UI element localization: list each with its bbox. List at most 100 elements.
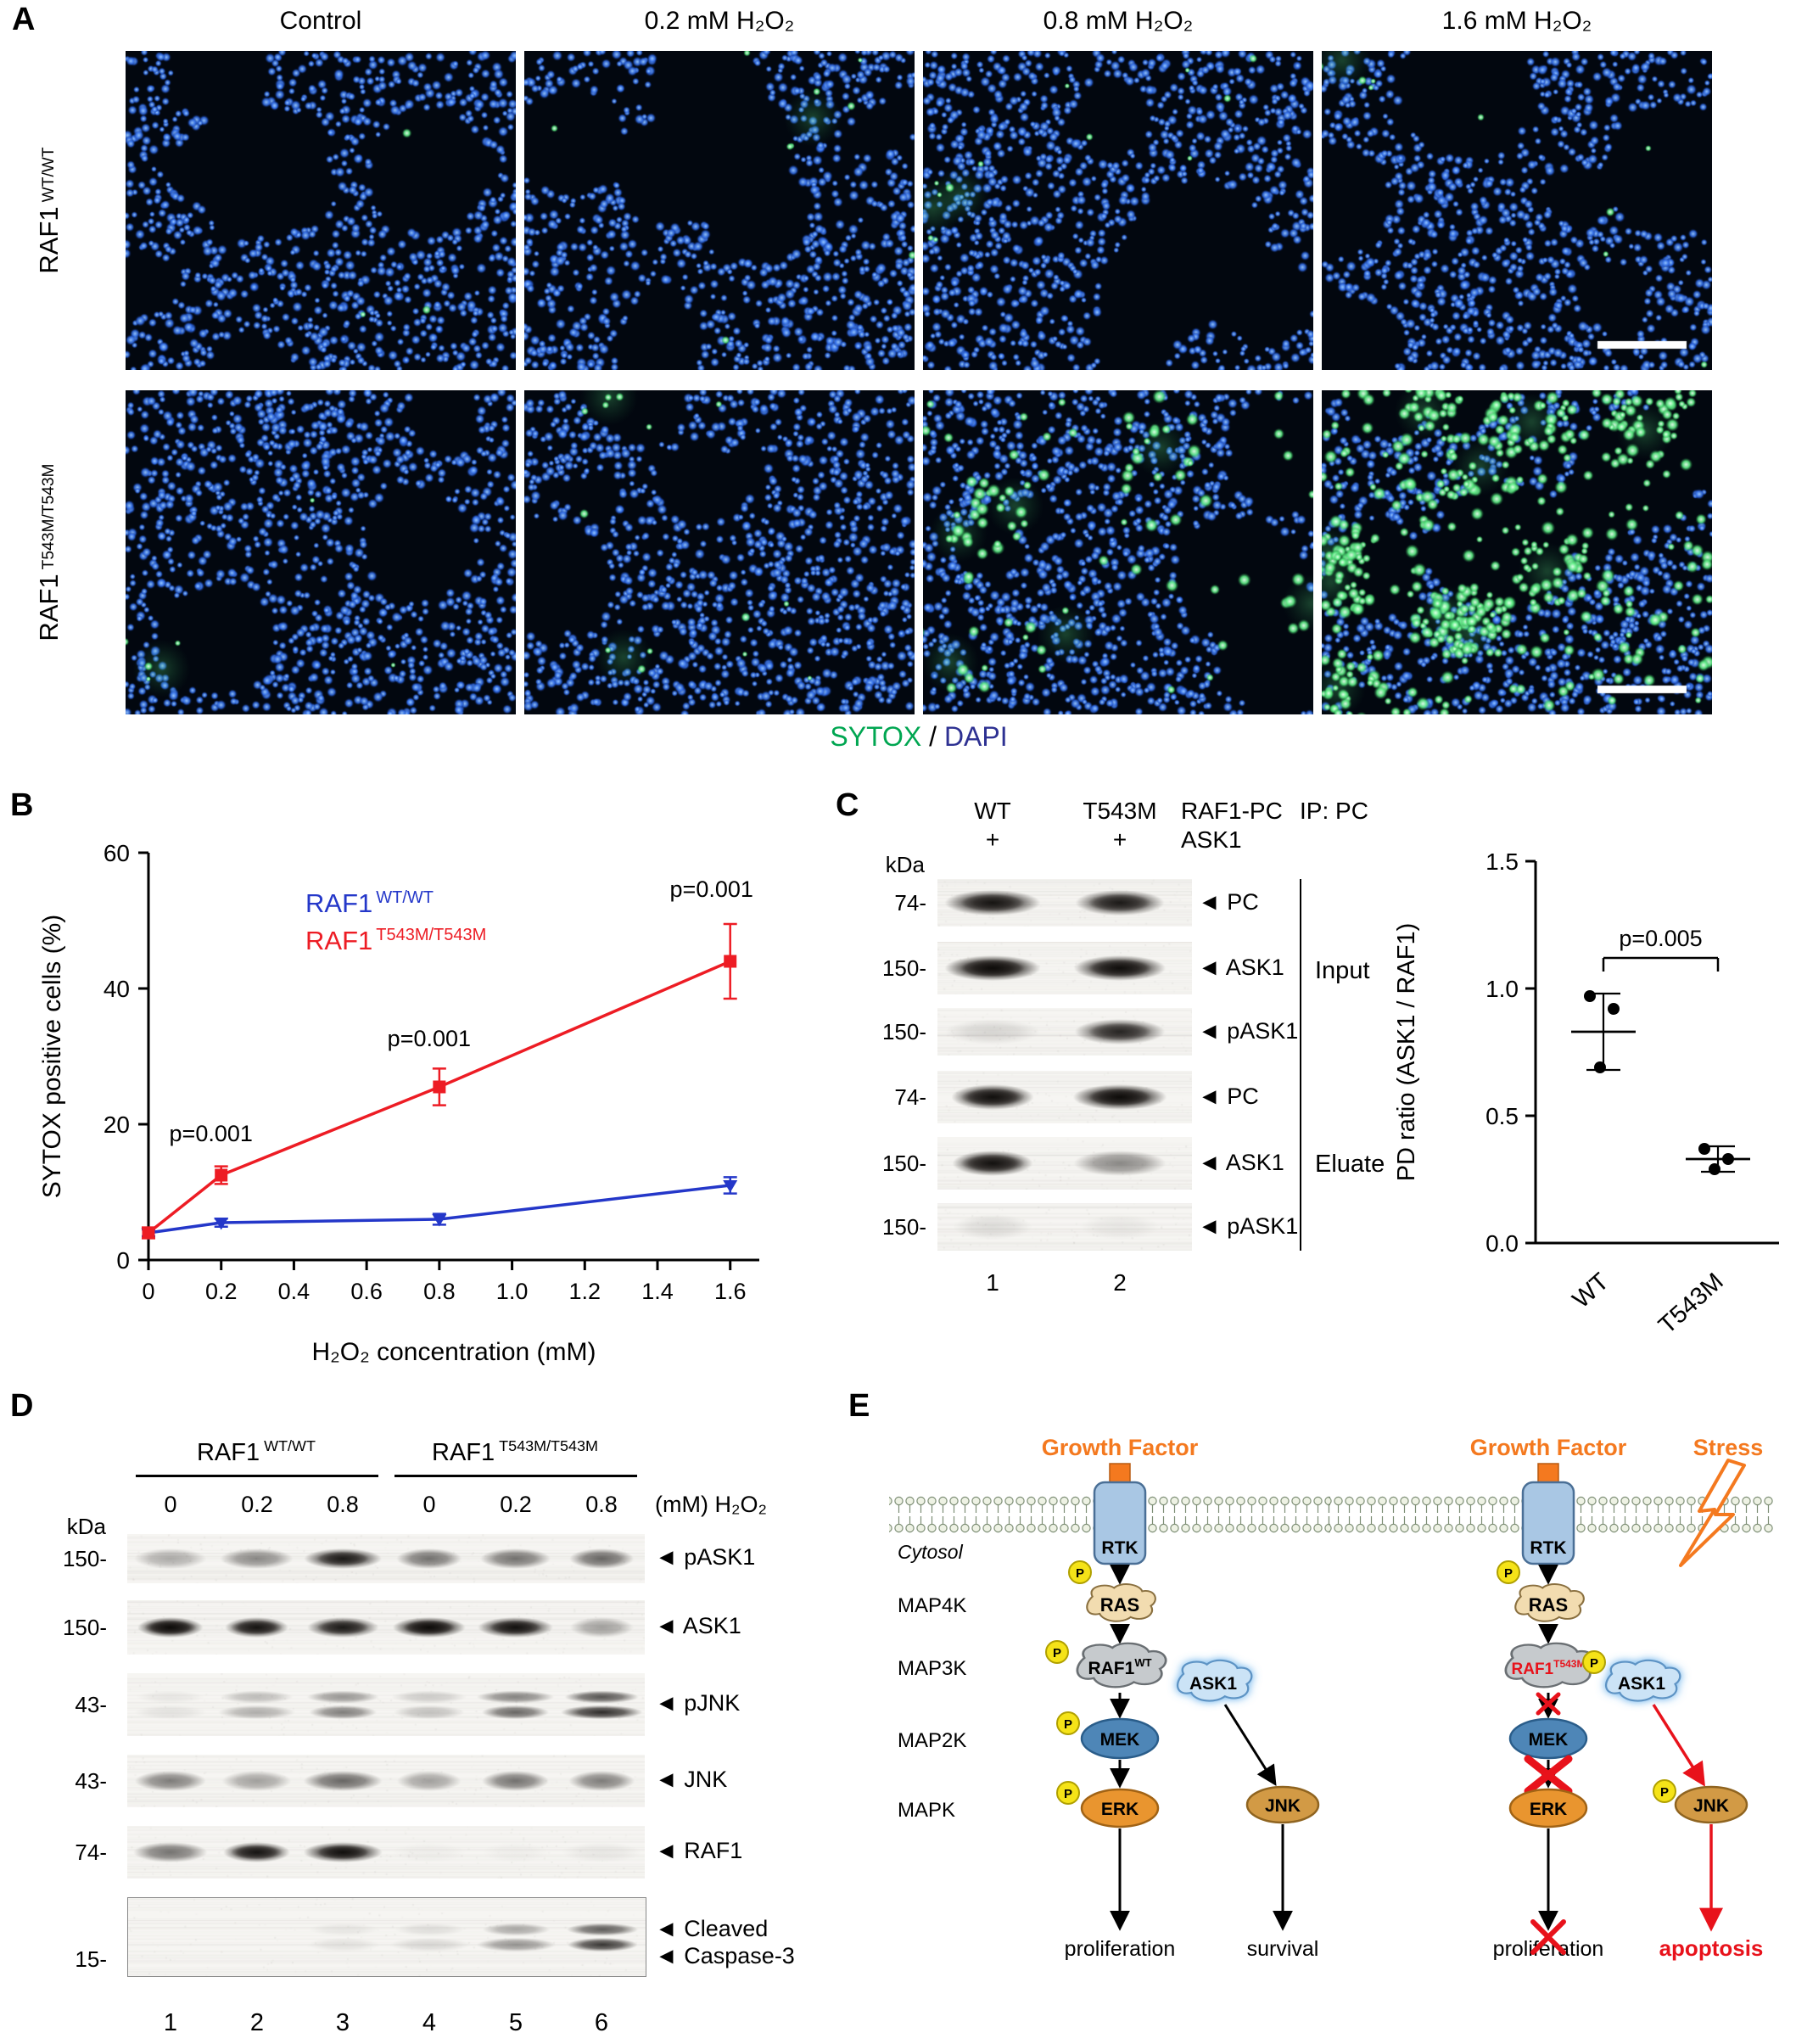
panel-d-label: D xyxy=(10,1388,33,1425)
conc-label: 0.2 xyxy=(473,1492,558,1518)
outcome-survival: survival xyxy=(1247,1937,1319,1961)
mek-label: MEK xyxy=(1529,1730,1569,1750)
group-header-wt: RAF1 WT/WT xyxy=(129,1439,383,1467)
pathway-t543m: Growth Factor Stress RTK P xyxy=(1328,1435,1773,1961)
lane-number: 1 xyxy=(954,1269,1031,1296)
blot-pjnk xyxy=(127,1673,645,1736)
phospho-badge: P xyxy=(1583,1651,1605,1673)
micrograph-wtwt-0.8mM xyxy=(923,51,1313,370)
micrograph-t543m-control xyxy=(126,390,516,714)
y-tick-label: 1.5 xyxy=(1485,848,1519,875)
svg-text:P: P xyxy=(1504,1566,1513,1581)
band-arrow-icon: ◄ xyxy=(1198,955,1221,980)
row-label-raf1-t543m: RAF1 T543M/T543M xyxy=(31,374,68,731)
panel-e-label: E xyxy=(848,1388,870,1425)
kda-mark: 43- xyxy=(41,1692,107,1718)
band-arrow-icon: ◄ xyxy=(655,1838,678,1863)
band-label-cleaved: ◄ Cleaved xyxy=(655,1916,768,1942)
panel-c-label: C xyxy=(836,787,859,824)
y-tick-label: 0.0 xyxy=(1485,1230,1519,1257)
blot-row-ask1: ASK1 xyxy=(1181,826,1242,854)
mek-label: MEK xyxy=(1100,1730,1140,1750)
outcome-apoptosis: apoptosis xyxy=(1659,1935,1764,1961)
data-point xyxy=(1709,1163,1720,1175)
blot-eluate-pc xyxy=(937,1071,1192,1123)
kda-mark: 150- xyxy=(41,1615,107,1641)
svg-text:P: P xyxy=(1660,1785,1669,1800)
x-tick-label: 1.2 xyxy=(569,1279,601,1304)
band-label-pc: ◄ PC xyxy=(1198,1084,1259,1110)
kda-header: kDa xyxy=(47,1514,106,1540)
svg-text:P: P xyxy=(1053,1646,1061,1660)
x-tick-label: 1.4 xyxy=(641,1279,674,1304)
pd-ratio-scatter-chart: 0.00.51.01.5PD ratio (ASK1 / RAF1) p=0.00… xyxy=(1379,802,1794,1353)
band-arrow-icon: ◄ xyxy=(1198,1150,1221,1175)
blot-pask1 xyxy=(127,1534,645,1583)
group-label-eluate: Eluate xyxy=(1315,1151,1385,1179)
blot-ask1 xyxy=(127,1600,645,1655)
band-label-jnk: ◄ JNK xyxy=(655,1767,727,1793)
conc-label: 0.2 xyxy=(215,1492,299,1518)
ras-label: RAS xyxy=(1100,1594,1139,1616)
lane-number: 4 xyxy=(404,2009,455,2037)
blot-input-ask1 xyxy=(937,942,1192,994)
band-label-ask1: ◄ ASK1 xyxy=(1198,1150,1284,1176)
kda-mark: 150- xyxy=(865,1151,926,1177)
band-arrow-icon: ◄ xyxy=(1198,1018,1221,1044)
x-tick-label: 0.4 xyxy=(278,1279,311,1304)
kda-mark: 74- xyxy=(865,1084,926,1111)
phospho-badge: P xyxy=(1653,1780,1676,1802)
level-map2k: MAP2K xyxy=(898,1729,966,1752)
band-label-pask1: ◄ pASK1 xyxy=(1198,1018,1298,1044)
blot-cleaved-caspase3 xyxy=(127,1897,646,1977)
blot-col-t543m: T543M xyxy=(1069,798,1171,825)
kda-mark: 150- xyxy=(865,1019,926,1045)
y-tick-label: 40 xyxy=(104,976,130,1002)
blot-col-wt: WT xyxy=(954,798,1031,825)
jnk-label: JNK xyxy=(1693,1796,1729,1816)
group-label-input: Input xyxy=(1315,957,1370,985)
blot-input-pc xyxy=(937,879,1192,927)
x-tick-label: 0.2 xyxy=(205,1279,238,1304)
kda-mark: 74- xyxy=(865,890,926,916)
x-tick-label: 1.6 xyxy=(714,1279,747,1304)
column-header-02mm: 0.2 mM H₂O₂ xyxy=(524,7,915,36)
data-point xyxy=(1722,1153,1734,1165)
outcome-proliferation: proliferation xyxy=(1065,1937,1176,1961)
blot-input-pask1 xyxy=(937,1008,1192,1056)
erk-label: ERK xyxy=(1530,1800,1567,1819)
blot-jnk xyxy=(127,1755,645,1807)
kda-header: kDa xyxy=(865,852,925,878)
data-point xyxy=(1594,1061,1606,1073)
ras-label: RAS xyxy=(1529,1594,1568,1616)
marker-square xyxy=(143,1227,155,1240)
lane-number: 2 xyxy=(1069,1269,1171,1296)
level-mapk: MAPK xyxy=(898,1799,955,1822)
band-label-pc: ◄ PC xyxy=(1198,889,1259,916)
y-tick-label: 1.0 xyxy=(1485,976,1519,1002)
legend-entry: RAF1 WT/WT xyxy=(305,888,434,918)
figure: A Control 0.2 mM H₂O₂ 0.8 mM H₂O₂ 1.6 mM… xyxy=(0,0,1796,2044)
kda-mark: 74- xyxy=(41,1840,107,1866)
kda-mark: 150- xyxy=(41,1546,107,1572)
row-label-base: RAF1 xyxy=(34,206,64,273)
svg-text:P: P xyxy=(1590,1656,1598,1671)
ask1-label: ASK1 xyxy=(1189,1674,1237,1694)
blot-eluate-pask1 xyxy=(937,1203,1192,1251)
stain-legend: SYTOX / DAPI xyxy=(126,721,1712,753)
svg-text:P: P xyxy=(1064,1717,1072,1732)
sytox-legend-label: SYTOX xyxy=(830,721,921,752)
stress-label: Stress xyxy=(1693,1435,1764,1460)
kda-mark: 150- xyxy=(865,1214,926,1240)
p-value-annotation: p=0.001 xyxy=(388,1026,471,1051)
y-axis-label: PD ratio (ASK1 / RAF1) xyxy=(1393,923,1420,1182)
band-arrow-icon: ◄ xyxy=(655,1613,678,1638)
group-underline xyxy=(136,1475,378,1477)
pulldown-blot-block: WT T543M RAF1-PC IP: PC + + ASK1 kDa 74-… xyxy=(865,798,1374,1358)
lane-number: 2 xyxy=(232,2009,283,2037)
micrograph-t543m-1.6mM xyxy=(1322,390,1712,714)
band-arrow-icon: ◄ xyxy=(1198,889,1221,915)
x-tick-label: 0 xyxy=(142,1279,154,1304)
growth-factor-label: Growth Factor xyxy=(1470,1435,1627,1460)
band-label-pask1: ◄ pASK1 xyxy=(655,1544,755,1571)
